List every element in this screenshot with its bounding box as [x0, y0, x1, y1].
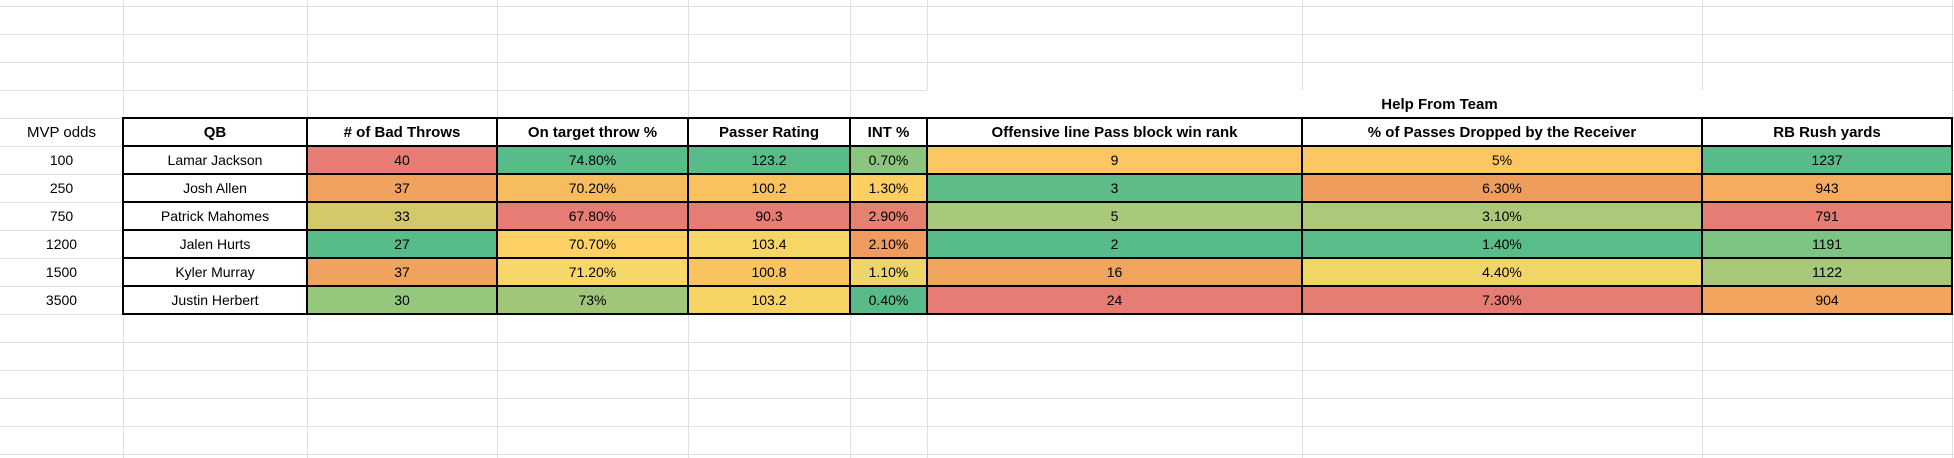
column-header-drop-pct[interactable]: % of Passes Dropped by the Receiver	[1302, 118, 1702, 146]
table-cell[interactable]: 1122	[1702, 258, 1952, 286]
table-cell[interactable]: 1191	[1702, 230, 1952, 258]
table-cell[interactable]: 5%	[1302, 146, 1702, 174]
table-cell[interactable]: 33	[307, 202, 497, 230]
table-cell[interactable]: 16	[927, 258, 1302, 286]
mvp-odds-column: MVP odds 100 250 750 1200 1500 3500	[0, 118, 123, 314]
table-cell[interactable]: 27	[307, 230, 497, 258]
column-header-qb[interactable]: QB	[123, 118, 307, 146]
gridline	[0, 342, 1954, 343]
table-cell[interactable]: 71.20%	[497, 258, 688, 286]
table-cell[interactable]: 67.80%	[497, 202, 688, 230]
table-cell[interactable]: 7.30%	[1302, 286, 1702, 314]
table-cell[interactable]: 3.10%	[1302, 202, 1702, 230]
table-cell[interactable]: 1237	[1702, 146, 1952, 174]
gridline	[0, 454, 1954, 455]
column-header-bad-throws[interactable]: # of Bad Throws	[307, 118, 497, 146]
qb-name-cell[interactable]: Josh Allen	[123, 174, 307, 202]
table-cell[interactable]: 90.3	[688, 202, 850, 230]
table-cell[interactable]: 123.2	[688, 146, 850, 174]
table-cell[interactable]: 37	[307, 258, 497, 286]
mvp-odds-cell[interactable]: 750	[49, 208, 74, 224]
table-cell[interactable]: 40	[307, 146, 497, 174]
gridline	[0, 370, 1954, 371]
table-cell[interactable]: 2	[927, 230, 1302, 258]
table-cell[interactable]: 0.40%	[850, 286, 927, 314]
column-header-oline-rank[interactable]: Offensive line Pass block win rank	[927, 118, 1302, 146]
table-cell[interactable]: 100.2	[688, 174, 850, 202]
table-cell[interactable]: 2.10%	[850, 230, 927, 258]
gridline	[0, 62, 1954, 63]
table-cell[interactable]: 1.30%	[850, 174, 927, 202]
table-cell[interactable]: 30	[307, 286, 497, 314]
column-header-passer-rating[interactable]: Passer Rating	[688, 118, 850, 146]
gridline	[0, 426, 1954, 427]
gridline	[0, 314, 1954, 315]
gridline	[0, 34, 1954, 35]
table-cell[interactable]: 73%	[497, 286, 688, 314]
table-cell[interactable]: 103.2	[688, 286, 850, 314]
table-cell[interactable]: 0.70%	[850, 146, 927, 174]
mvp-odds-cell[interactable]: 250	[49, 180, 74, 196]
qb-name-cell[interactable]: Patrick Mahomes	[123, 202, 307, 230]
table-cell[interactable]: 74.80%	[497, 146, 688, 174]
gridline	[0, 6, 1954, 7]
table-cell[interactable]: 1.10%	[850, 258, 927, 286]
gridline	[1952, 0, 1953, 458]
qb-name-cell[interactable]: Justin Herbert	[123, 286, 307, 314]
table-cell[interactable]: 5	[927, 202, 1302, 230]
table-cell[interactable]: 1.40%	[1302, 230, 1702, 258]
table-cell[interactable]: 70.70%	[497, 230, 688, 258]
mvp-odds-cell[interactable]: 3500	[45, 292, 78, 308]
mvp-odds-cell[interactable]: 100	[49, 152, 74, 168]
help-from-team-merged-cell[interactable]: Help From Team	[927, 90, 1952, 118]
table-cell[interactable]: 37	[307, 174, 497, 202]
column-header-int-pct[interactable]: INT %	[850, 118, 927, 146]
table-cell[interactable]: 9	[927, 146, 1302, 174]
table-cell[interactable]: 791	[1702, 202, 1952, 230]
table-cell[interactable]: 24	[927, 286, 1302, 314]
qb-name-cell[interactable]: Jalen Hurts	[123, 230, 307, 258]
table-cell[interactable]: 100.8	[688, 258, 850, 286]
table-cell[interactable]: 103.4	[688, 230, 850, 258]
mvp-odds-cell[interactable]: 1500	[45, 264, 78, 280]
mvp-odds-cell[interactable]: 1200	[45, 236, 78, 252]
qb-name-cell[interactable]: Lamar Jackson	[123, 146, 307, 174]
gridline	[0, 398, 1954, 399]
column-header-on-target[interactable]: On target throw %	[497, 118, 688, 146]
table-cell[interactable]: 70.20%	[497, 174, 688, 202]
table-cell[interactable]: 6.30%	[1302, 174, 1702, 202]
qb-name-cell[interactable]: Kyler Murray	[123, 258, 307, 286]
table-cell[interactable]: 904	[1702, 286, 1952, 314]
stats-table: QB # of Bad Throws On target throw % Pas…	[123, 118, 1952, 314]
column-header-rb-rush[interactable]: RB Rush yards	[1702, 118, 1952, 146]
mvp-odds-header-cell[interactable]: MVP odds	[27, 123, 96, 141]
table-cell[interactable]: 3	[927, 174, 1302, 202]
table-cell[interactable]: 943	[1702, 174, 1952, 202]
table-cell[interactable]: 4.40%	[1302, 258, 1702, 286]
table-cell[interactable]: 2.90%	[850, 202, 927, 230]
